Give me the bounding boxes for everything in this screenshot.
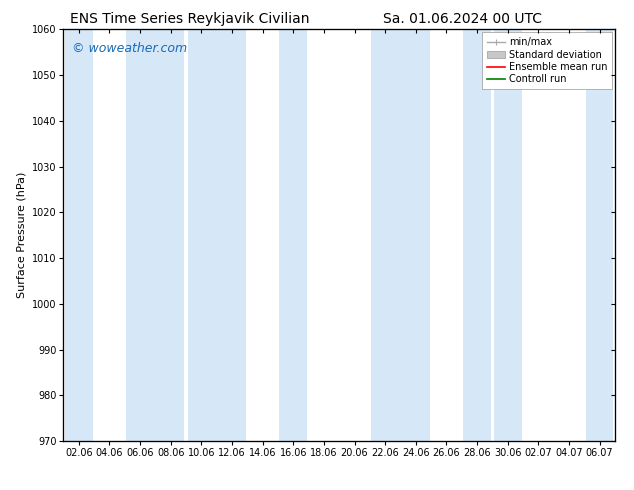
- Bar: [586, 29, 614, 441]
- Y-axis label: Surface Pressure (hPa): Surface Pressure (hPa): [16, 172, 26, 298]
- Text: Sa. 01.06.2024 00 UTC: Sa. 01.06.2024 00 UTC: [384, 12, 542, 26]
- Bar: [463, 29, 491, 441]
- Bar: [280, 29, 307, 441]
- Text: © woweather.com: © woweather.com: [72, 42, 187, 55]
- Bar: [372, 29, 430, 441]
- Bar: [494, 29, 522, 441]
- Legend: min/max, Standard deviation, Ensemble mean run, Controll run: min/max, Standard deviation, Ensemble me…: [482, 32, 612, 89]
- Bar: [126, 29, 184, 441]
- Bar: [188, 29, 246, 441]
- Text: ENS Time Series Reykjavik Civilian: ENS Time Series Reykjavik Civilian: [70, 12, 310, 26]
- Title: ENS Time Series Reykjavik Civilian      Sa. 01.06.2024 00 UTC: ENS Time Series Reykjavik Civilian Sa. 0…: [0, 489, 1, 490]
- Bar: [65, 29, 93, 441]
